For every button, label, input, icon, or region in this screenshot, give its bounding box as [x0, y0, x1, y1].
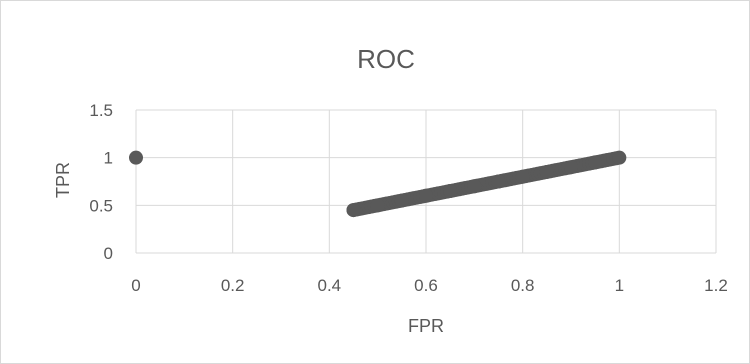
- y-axis-ticks: 0 0.5 1 1.5: [89, 101, 113, 263]
- x-tick-label: 0.4: [318, 276, 342, 295]
- data-point: [394, 193, 409, 208]
- data-point: [588, 155, 603, 170]
- y-axis-label: TPR: [53, 162, 73, 198]
- x-axis-label: FPR: [408, 316, 444, 336]
- y-tick-label: 0.5: [89, 196, 113, 215]
- x-tick-label: 0: [131, 276, 140, 295]
- y-tick-label: 1: [104, 149, 113, 168]
- x-tick-label: 1.2: [704, 276, 728, 295]
- gridlines: [135, 109, 717, 254]
- x-axis-ticks: 0 0.2 0.4 0.6 0.8 1 1.2: [131, 276, 728, 295]
- data-point: [564, 160, 578, 175]
- x-tick-label: 0.2: [221, 276, 245, 295]
- data-point: [419, 188, 433, 203]
- y-tick-label: 0: [104, 244, 113, 263]
- data-point: [515, 169, 530, 184]
- chart-title: ROC: [357, 44, 415, 74]
- data-point: [370, 198, 385, 213]
- data-point: [491, 174, 506, 189]
- y-tick-label: 1.5: [89, 101, 113, 120]
- x-tick-label: 0.6: [414, 276, 438, 295]
- data-points: [129, 150, 627, 218]
- data-point: [467, 179, 482, 194]
- data-point: [129, 150, 143, 165]
- data-point: [443, 184, 458, 199]
- data-point: [539, 164, 554, 179]
- x-tick-label: 1: [615, 276, 624, 295]
- x-tick-label: 0.8: [511, 276, 535, 295]
- data-point: [346, 203, 361, 218]
- data-point: [612, 150, 627, 165]
